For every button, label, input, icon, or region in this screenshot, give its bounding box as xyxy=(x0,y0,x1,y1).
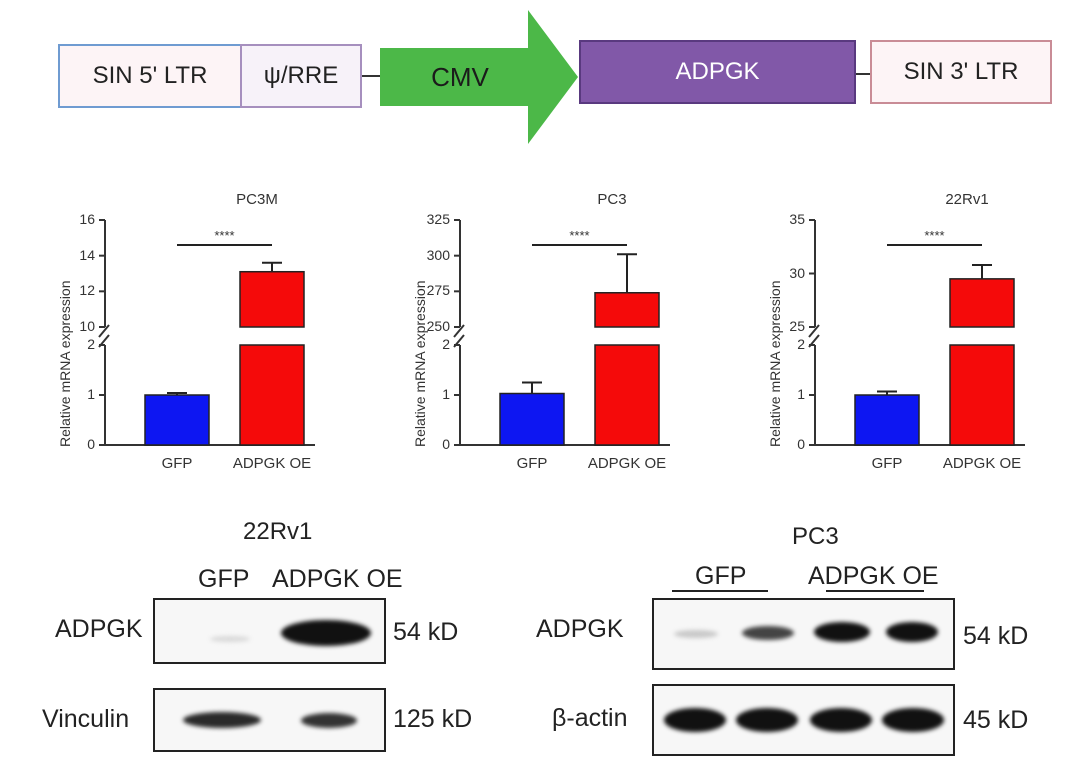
y-tick-label: 2 xyxy=(797,336,805,352)
chart-pc3: PC3 Relative mRNA expression 0 1 2 250 275 300 3… xyxy=(410,185,740,485)
chart-plot xyxy=(98,219,315,446)
y-tick-label: 0 xyxy=(442,436,450,452)
significance-stars: **** xyxy=(214,228,235,243)
cmv-promoter-arrow: CMV xyxy=(380,10,580,144)
sin-3-ltr-label: SIN 3' LTR xyxy=(903,58,1019,85)
blot-title-pc3: PC3 xyxy=(792,523,839,550)
bar-adpgk-oe-lower xyxy=(239,344,305,446)
bar-adpgk-oe-upper xyxy=(949,278,1015,328)
y-tick-label: 10 xyxy=(79,318,95,334)
size-label-54kd-pc3: 54 kD xyxy=(963,622,1029,650)
y-tick-label: 35 xyxy=(789,211,805,227)
linker-line xyxy=(856,73,870,75)
x-category-label: ADPGK OE xyxy=(587,455,667,472)
y-tick-label: 14 xyxy=(79,246,95,263)
sin-3-ltr-element: SIN 3' LTR xyxy=(870,40,1052,104)
bar-gfp xyxy=(499,392,565,446)
y-tick-label: 325 xyxy=(426,211,450,227)
y-axis-label: Relative mRNA expression xyxy=(412,280,428,447)
y-tick-label: 1 xyxy=(797,386,805,402)
band-gfp-faint xyxy=(210,636,250,642)
y-axis-label: Relative mRNA expression xyxy=(767,280,783,447)
chart-title: PC3 xyxy=(597,191,627,208)
x-category-label: GFP xyxy=(161,455,193,472)
axis-break-mark xyxy=(808,324,820,348)
size-label-45kd: 45 kD xyxy=(963,706,1029,734)
group-underline-gfp xyxy=(672,590,768,592)
y-tick-label: 16 xyxy=(79,211,95,227)
adpgk-gene-element: ADPGK xyxy=(579,40,856,104)
band-actin-3 xyxy=(810,708,872,732)
membrane-beta-actin-pc3 xyxy=(652,684,955,756)
membrane-vinculin-22rv1 xyxy=(153,688,386,752)
protein-label-adpgk-pc3: ADPGK xyxy=(536,615,624,643)
psi-rre-label: ψ/RRE xyxy=(263,62,339,89)
group-label-adpgk-oe: ADPGK OE xyxy=(808,562,939,590)
sin-5-ltr-label: SIN 5' LTR xyxy=(92,62,208,89)
psi-rre-element: ψ/RRE xyxy=(240,44,362,108)
y-tick-label: 275 xyxy=(426,282,450,299)
lane-label-gfp: GFP xyxy=(198,565,250,593)
y-tick-label: 1 xyxy=(87,386,95,402)
y-axis-label: Relative mRNA expression xyxy=(57,280,73,447)
x-category-label: GFP xyxy=(871,455,903,472)
y-tick-label: 1 xyxy=(442,386,450,402)
size-label-54kd: 54 kD xyxy=(393,618,459,646)
y-tick-label: 250 xyxy=(426,318,450,334)
chart-plot xyxy=(453,219,670,446)
protein-label-adpgk: ADPGK xyxy=(55,615,143,643)
adpgk-gene-label: ADPGK xyxy=(675,58,760,85)
bar-adpgk-oe-lower xyxy=(594,344,660,446)
linker-line xyxy=(362,75,380,77)
x-category-label: GFP xyxy=(516,455,548,472)
chart-plot xyxy=(808,219,1025,446)
band-pc3-gfp2 xyxy=(742,626,794,640)
band-adpgk-oe xyxy=(281,620,371,646)
y-tick-label: 25 xyxy=(789,318,805,334)
y-tick-label: 12 xyxy=(79,282,95,299)
protein-label-vinculin: Vinculin xyxy=(42,705,130,733)
x-category-label: ADPGK OE xyxy=(942,455,1022,472)
membrane-adpgk-pc3 xyxy=(652,598,955,670)
cmv-arrow-shape xyxy=(380,10,578,144)
cmv-label: CMV xyxy=(431,61,489,92)
group-label-gfp: GFP xyxy=(695,562,747,590)
blot-title-22rv1: 22Rv1 xyxy=(243,518,313,545)
chart-title: PC3M xyxy=(236,191,278,208)
chart-pc3m: PC3M Relative mRNA expression 0 1 2 10 12 14 16 G… xyxy=(55,185,385,485)
band-pc3-adpgk1 xyxy=(814,622,870,642)
bar-gfp xyxy=(144,394,210,446)
bar-adpgk-oe-upper xyxy=(239,270,305,328)
protein-label-beta-actin: β-actin xyxy=(552,704,628,732)
group-underline-adpgk-oe xyxy=(826,590,924,592)
axis-break-mark xyxy=(98,324,110,348)
axis-break-mark xyxy=(453,324,465,348)
bar-adpgk-oe-lower xyxy=(949,344,1015,446)
size-label-125kd: 125 kD xyxy=(393,705,473,733)
band-actin-2 xyxy=(736,708,798,732)
significance-stars: **** xyxy=(924,228,945,243)
y-tick-label: 0 xyxy=(797,436,805,452)
y-tick-label: 0 xyxy=(87,436,95,452)
band-actin-1 xyxy=(664,708,726,732)
x-category-label: ADPGK OE xyxy=(232,455,312,472)
bar-gfp xyxy=(854,394,920,446)
band-vinculin-adpgk xyxy=(301,713,357,728)
lane-label-adpgk-oe: ADPGK OE xyxy=(272,565,403,593)
band-vinculin-gfp xyxy=(183,712,261,728)
band-pc3-gfp1 xyxy=(674,630,718,638)
chart-title: 22Rv1 xyxy=(945,191,989,208)
significance-stars: **** xyxy=(569,228,590,243)
y-tick-label: 2 xyxy=(87,336,95,352)
y-tick-label: 30 xyxy=(789,264,805,281)
sin-5-ltr-element: SIN 5' LTR xyxy=(58,44,242,108)
vector-construct-diagram: SIN 5' LTR ψ/RRE CMV ADPGK SIN 3' LTR xyxy=(0,0,1080,160)
chart-22rv1: 22Rv1 Relative mRNA expression 0 1 2 25 30 35 GF… xyxy=(765,185,1080,485)
bar-adpgk-oe-upper xyxy=(594,292,660,328)
y-tick-label: 2 xyxy=(442,336,450,352)
band-actin-4 xyxy=(882,708,944,732)
band-pc3-adpgk2 xyxy=(886,622,938,642)
y-tick-label: 300 xyxy=(426,246,450,263)
membrane-adpgk-22rv1 xyxy=(153,598,386,664)
